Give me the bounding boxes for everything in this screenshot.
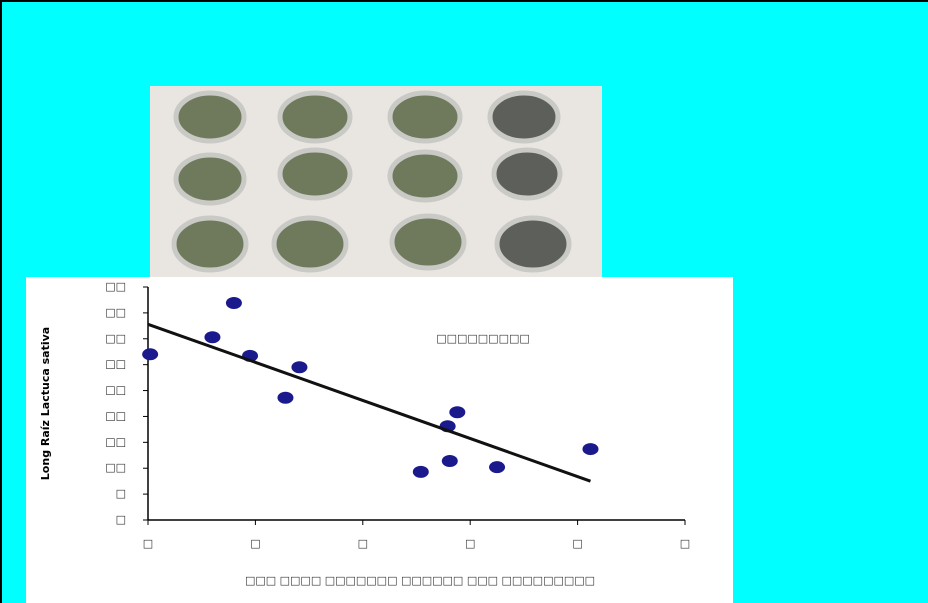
y-tick-label: □□: [105, 435, 126, 448]
trendline: [147, 322, 591, 483]
y-tick-label: □□: [105, 384, 126, 397]
x-tick-label: □: [143, 537, 153, 550]
x-tick-label: □: [358, 537, 368, 550]
data-point: [412, 465, 429, 478]
x-axis-title: □□□ □□□□ □□□□□□□ □□□□□□ □□□ □□□□□□□□□: [245, 574, 595, 587]
data-point: [277, 391, 294, 404]
x-tick-label: □: [572, 537, 582, 550]
data-point: [582, 443, 599, 456]
y-tick-label: □□: [105, 306, 126, 319]
data-point: [449, 406, 466, 419]
data-point: [291, 361, 308, 374]
data-point: [441, 454, 458, 467]
annotation: □□□□□□□□□: [436, 332, 530, 345]
y-tick-label: □□: [105, 332, 126, 345]
chart-panel: [26, 277, 733, 603]
data-point: [204, 331, 221, 344]
photo: [150, 86, 602, 278]
x-tick-label: □: [465, 537, 475, 550]
y-tick-label: □: [116, 513, 126, 526]
chart: □□□□□□□□□□□□□□□□□□□ □ □ □ □ □Long Raíz Lactuc…: [39, 280, 690, 587]
y-tick-label: □□: [105, 280, 126, 293]
y-tick-label: □: [116, 487, 126, 500]
y-tick-label: □□: [105, 358, 126, 371]
x-tick-label: □: [680, 537, 690, 550]
x-tick-label: □: [250, 537, 260, 550]
y-tick-label: □□: [105, 409, 126, 422]
y-axis-title: Long Raíz Lactuca sativa: [39, 327, 52, 480]
y-tick-label: □□: [105, 461, 126, 474]
data-point: [142, 348, 159, 361]
data-point: [489, 461, 506, 474]
data-point: [225, 297, 242, 310]
